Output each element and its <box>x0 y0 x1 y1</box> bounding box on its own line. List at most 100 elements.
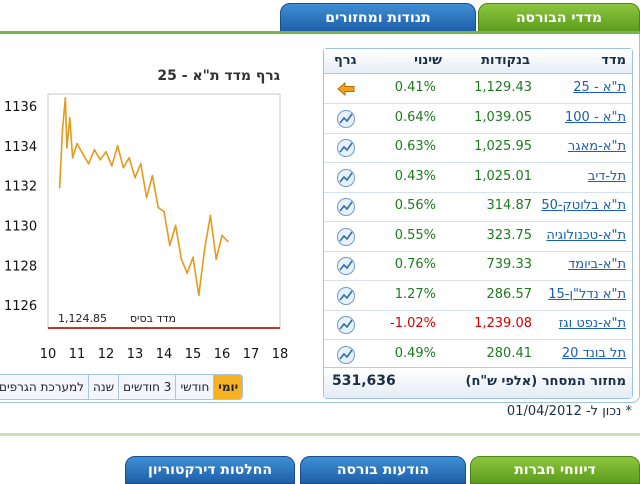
table-row: ת"א - 25 1,129.43 0.41% <box>324 74 632 104</box>
data-point <box>116 144 119 147</box>
data-point <box>134 176 136 179</box>
index-name-link[interactable]: ת"א-מאגר <box>567 139 626 154</box>
data-point <box>65 146 68 149</box>
y-tick-label: 1132 <box>4 180 37 195</box>
index-change: 0.56% <box>394 198 436 213</box>
data-point <box>192 256 194 259</box>
header-change: שינוי <box>414 53 442 68</box>
index-name-link[interactable]: ת"א - 25 <box>573 80 626 95</box>
indices-table: מדד בנקודות שינוי גרף ת"א - 25 1,129.43 0.… <box>323 48 633 399</box>
graph-icon[interactable] <box>336 315 356 335</box>
tab-exchange-notices[interactable]: הודעות בורסה <box>300 456 466 484</box>
data-point <box>64 97 67 99</box>
data-point <box>209 214 212 217</box>
data-point <box>122 166 125 169</box>
table-row: ת"א בלוטק-50 314.87 0.56% <box>324 192 632 222</box>
index-name-link[interactable]: ת"א בלוטק-50 <box>541 198 626 213</box>
data-point <box>71 156 74 159</box>
index-name-link[interactable]: ת"א-נפט וגז <box>558 316 626 331</box>
graph-icon[interactable] <box>336 286 356 306</box>
index-chart: 1136 1134 1132 1130 1128 1126 10 11 12 13 14 15 16 17… <box>4 93 289 358</box>
index-name-link[interactable]: ת"א-ביומד <box>568 257 626 272</box>
data-point <box>99 158 102 161</box>
x-tick-label: 15 <box>185 347 202 358</box>
header-points: בנקודות <box>481 53 530 68</box>
y-tick-label: 1134 <box>4 140 37 155</box>
index-change: 0.49% <box>394 345 436 361</box>
chart-period-bar: למערכת הגרפים שנה 3 חודשים חודשי יומי <box>0 374 244 400</box>
data-point <box>197 294 200 297</box>
data-point <box>203 248 206 251</box>
data-point <box>110 164 113 167</box>
tab-board-decisions[interactable]: החלטות דירקטוריון <box>125 456 295 484</box>
data-point <box>221 234 223 237</box>
header-index: מדד <box>601 53 626 68</box>
data-point <box>180 258 183 261</box>
base-value-label: 1,124.85 <box>58 312 107 325</box>
graph-icon[interactable] <box>336 168 356 188</box>
index-change: -1.02% <box>390 316 436 331</box>
data-point <box>226 240 229 243</box>
graph-icon[interactable] <box>336 197 356 217</box>
period-3-months-button[interactable]: 3 חודשים <box>118 375 175 399</box>
chart-title: גרף מדד ת"א - 25 <box>157 68 280 84</box>
x-tick-label: 16 <box>214 347 231 358</box>
period-monthly-button[interactable]: חודשי <box>175 375 213 399</box>
index-points: 1,025.01 <box>474 168 532 184</box>
index-points: 323.75 <box>486 227 533 243</box>
turnover-label: מחזור המסחר (אלפי ש"ח) <box>465 374 627 389</box>
table-header: מדד בנקודות שינוי גרף <box>324 49 632 74</box>
turnover-value: 531,636 <box>332 373 396 389</box>
data-point <box>93 148 96 151</box>
x-tick-label: 17 <box>243 347 260 358</box>
x-tick-label: 14 <box>156 347 173 358</box>
index-points: 286.57 <box>486 286 533 302</box>
index-change: 0.43% <box>394 168 436 184</box>
table-row: ת"א - 100 1,039.05 0.64% <box>324 104 632 134</box>
data-point <box>186 272 189 275</box>
data-point <box>128 156 131 159</box>
graph-icon[interactable] <box>336 256 356 276</box>
y-tick-label: 1126 <box>4 299 37 314</box>
table-row: ת"א-ביומד 739.33 0.76% <box>324 251 632 281</box>
x-tick-label: 13 <box>127 347 144 358</box>
y-tick-label: 1130 <box>4 219 37 234</box>
graph-icon[interactable] <box>336 345 356 365</box>
tab-market-indices[interactable]: מדדי הבורסה <box>478 3 640 32</box>
active-graph-arrow-icon[interactable] <box>336 79 356 99</box>
graph-icon[interactable] <box>336 227 356 247</box>
period-daily-button[interactable]: יומי <box>213 375 243 399</box>
index-name-link[interactable]: ת"א נדל"ן-15 <box>548 286 626 302</box>
index-change: 0.41% <box>394 80 436 95</box>
index-change: 0.55% <box>394 227 436 243</box>
index-points: 314.87 <box>486 198 533 213</box>
tab-divider <box>0 31 640 34</box>
index-points: 1,129.43 <box>474 80 532 95</box>
y-tick-label: 1136 <box>4 100 37 115</box>
data-point <box>61 128 64 131</box>
table-row: ת"א-מאגר 1,025.95 0.63% <box>324 133 632 163</box>
data-point <box>215 258 218 261</box>
x-tick-label: 18 <box>272 347 289 358</box>
index-name-link[interactable]: תל-דיב <box>587 168 626 184</box>
x-tick-label: 12 <box>98 347 115 358</box>
index-name-link[interactable]: תל בונד 20 <box>561 345 626 361</box>
graph-icon[interactable] <box>336 109 356 129</box>
graph-icon[interactable] <box>336 138 356 158</box>
bottom-divider <box>0 433 640 436</box>
period-year-button[interactable]: שנה <box>88 375 118 399</box>
index-change: 0.76% <box>394 257 436 272</box>
y-tick-label: 1128 <box>4 259 37 274</box>
table-row: תל בונד 20 280.41 0.49% <box>324 340 632 370</box>
index-points: 1,039.05 <box>474 109 532 125</box>
table-row: תל-דיב 1,025.01 0.43% <box>324 163 632 193</box>
data-point <box>76 142 78 145</box>
tab-movers-turnover[interactable]: תנודות ומחזורים <box>280 3 476 32</box>
index-name-link[interactable]: ת"א - 100 <box>565 109 626 125</box>
period-chart-system-button[interactable]: למערכת הגרפים <box>0 380 85 394</box>
index-name-link[interactable]: ת"א-טכנולוגיה <box>546 227 626 243</box>
table-footer: מחזור המסחר (אלפי ש"ח) 531,636 <box>324 367 632 398</box>
data-point <box>58 186 61 189</box>
table-row: ת"א נדל"ן-15 286.57 1.27% <box>324 281 632 311</box>
index-change: 1.27% <box>394 286 436 302</box>
